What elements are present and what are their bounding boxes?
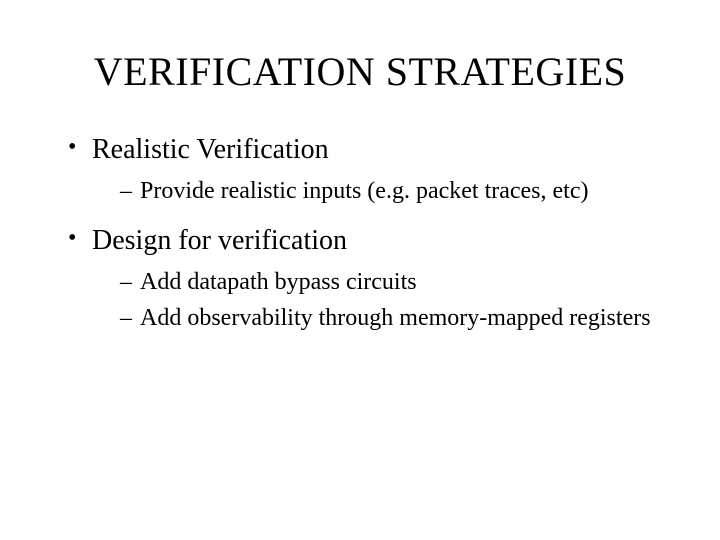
sub-list: Add datapath bypass circuits Add observa…	[92, 266, 670, 335]
bullet-text: Design for verification	[92, 225, 347, 256]
sub-text: Add observability through memory-mapped …	[140, 305, 651, 331]
bullet-list: Realistic Verification Provide realistic…	[50, 131, 670, 335]
bullet-item: Design for verification Add datapath byp…	[68, 222, 670, 335]
bullet-text: Realistic Verification	[92, 134, 329, 165]
sub-item: Provide realistic inputs (e.g. packet tr…	[120, 175, 670, 209]
slide: VERIFICATION STRATEGIES Realistic Verifi…	[0, 0, 720, 540]
slide-title: VERIFICATION STRATEGIES	[50, 48, 670, 95]
sub-item: Add datapath bypass circuits	[120, 266, 670, 300]
sub-text: Provide realistic inputs (e.g. packet tr…	[140, 178, 589, 204]
bullet-item: Realistic Verification Provide realistic…	[68, 131, 670, 208]
sub-list: Provide realistic inputs (e.g. packet tr…	[92, 175, 670, 209]
sub-item: Add observability through memory-mapped …	[120, 302, 670, 336]
sub-text: Add datapath bypass circuits	[140, 269, 417, 295]
